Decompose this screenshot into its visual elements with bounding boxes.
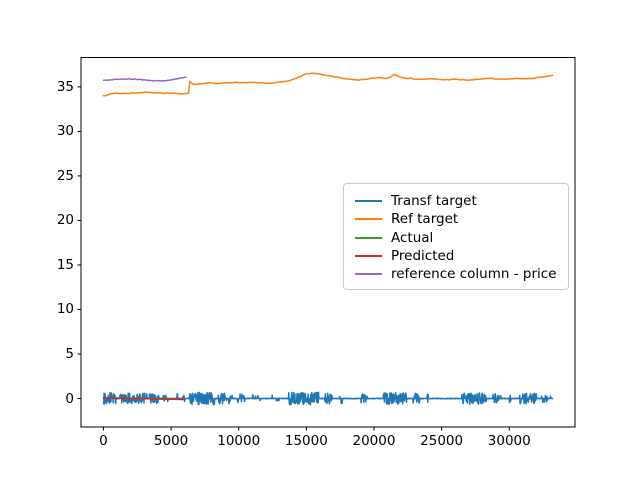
x-tick-label: 10000 xyxy=(217,433,261,449)
y-tick-label: 25 xyxy=(56,167,74,184)
y-tick-label: 5 xyxy=(65,345,74,362)
x-tick-label: 25000 xyxy=(420,433,464,449)
legend-item-label: Ref target xyxy=(391,211,459,228)
legend-line-sample xyxy=(355,254,382,257)
legend-item: Actual xyxy=(355,228,558,246)
y-tick-label: 20 xyxy=(56,212,74,229)
x-tick-label: 5000 xyxy=(153,433,189,449)
legend-line-sample xyxy=(355,236,382,239)
x-tick-label: 20000 xyxy=(352,433,396,449)
legend: Transf target Ref target Actual Predicted re… xyxy=(343,183,569,290)
legend-item: Transf target xyxy=(355,192,558,210)
y-tick-label: 35 xyxy=(56,78,74,95)
series-line-ref-target xyxy=(102,72,554,97)
legend-line-sample xyxy=(355,200,382,203)
legend-item-label: Transf target xyxy=(391,193,477,210)
legend-line-sample xyxy=(355,272,382,275)
series-line-reference-column-price xyxy=(102,76,187,82)
y-tick-label: 10 xyxy=(56,301,74,318)
x-tick-label: 30000 xyxy=(487,433,531,449)
x-tick-label: 0 xyxy=(99,433,108,449)
legend-item-label: Actual xyxy=(391,229,434,246)
axes-frame xyxy=(80,57,576,428)
series-line-predicted xyxy=(102,397,186,401)
y-tick-label: 15 xyxy=(56,256,74,273)
legend-item-label: reference column - price xyxy=(391,265,557,282)
y-tick-label: 0 xyxy=(65,390,74,407)
legend-item: Ref target xyxy=(355,210,558,228)
legend-item: reference column - price xyxy=(355,265,558,283)
x-tick-label: 15000 xyxy=(284,433,328,449)
y-tick-label: 30 xyxy=(56,123,74,140)
legend-item-label: Predicted xyxy=(391,247,455,264)
legend-line-sample xyxy=(355,218,382,221)
legend-item: Predicted xyxy=(355,247,558,265)
